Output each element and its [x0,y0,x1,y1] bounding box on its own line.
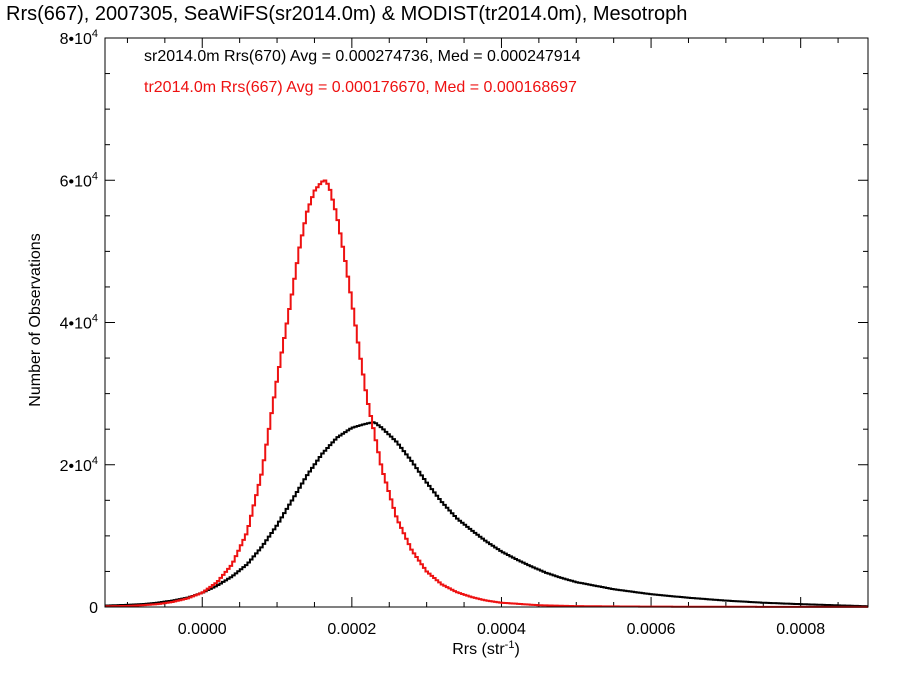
y-tick-label-exponent-4: 4 [92,28,98,40]
x-tick-label-3: 0.0006 [627,621,676,638]
y-tick-label-main-0: 0 [89,600,98,617]
y-tick-label-exponent-2: 4 [92,313,98,325]
y-axis-label: Number of Observations [27,233,44,406]
y-tick-label-main-1: 2•10 [60,458,92,475]
chart-title: Rrs(667), 2007305, SeaWiFS(sr2014.0m) & … [6,3,687,25]
y-tick-label-2: 4•104 [60,313,98,333]
y-tick-label-4: 8•104 [60,28,98,48]
x-tick-label-0: 0.0000 [178,621,227,638]
x-axis-label-tail: ) [514,641,519,658]
plot-frame [104,37,869,608]
y-tick-label-1: 2•104 [60,455,98,475]
stats-annotation-seawifs: sr2014.0m Rrs(670) Avg = 0.000274736, Me… [144,48,581,65]
x-axis-label: Rrs (str-1) [452,639,520,658]
y-tick-label-main-3: 6•10 [60,173,92,190]
y-tick-label-main-2: 4•10 [60,316,92,333]
y-tick-label-3: 6•104 [60,170,98,190]
x-axis-label-superscript: -1 [505,639,515,651]
ticks-layer: 0.0000 0.0002 0.0004 0.0006 0.000802•1044•10… [60,28,868,638]
x-axis-label-main: Rrs (str [452,641,505,658]
y-tick-label-0: 0 [89,600,98,617]
y-tick-label-exponent-1: 4 [92,455,98,467]
x-tick-label-2: 0.0004 [477,621,526,638]
y-tick-label-exponent-3: 4 [92,170,98,182]
x-tick-label-1: 0.0002 [327,621,376,638]
stats-annotation-modist: tr2014.0m Rrs(667) Avg = 0.000176670, Me… [144,79,577,96]
seawifs-histogram-line [105,421,868,608]
x-tick-label-4: 0.0008 [776,621,825,638]
y-tick-label-main-4: 8•10 [60,31,92,48]
